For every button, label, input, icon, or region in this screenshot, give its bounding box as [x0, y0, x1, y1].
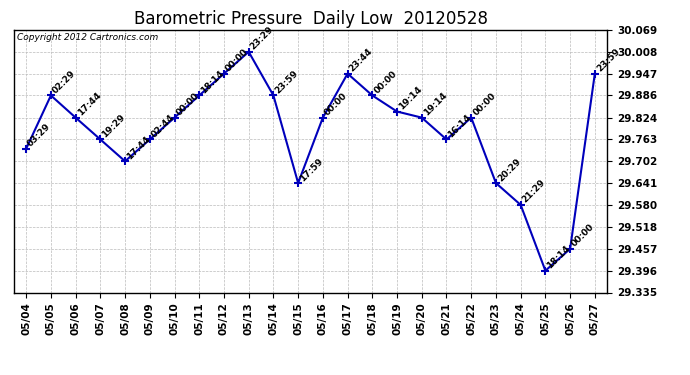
- Text: 02:44: 02:44: [150, 113, 177, 140]
- Text: Copyright 2012 Cartronics.com: Copyright 2012 Cartronics.com: [17, 33, 158, 42]
- Text: 03:29: 03:29: [26, 122, 52, 149]
- Text: 18:14: 18:14: [545, 244, 572, 271]
- Text: 20:29: 20:29: [496, 156, 522, 183]
- Text: 17:44: 17:44: [125, 134, 152, 161]
- Text: 19:29: 19:29: [100, 112, 127, 140]
- Text: 23:29: 23:29: [248, 25, 275, 52]
- Text: 19:14: 19:14: [422, 91, 448, 118]
- Title: Barometric Pressure  Daily Low  20120528: Barometric Pressure Daily Low 20120528: [133, 10, 488, 28]
- Text: 00:00: 00:00: [373, 69, 399, 96]
- Text: 17:44: 17:44: [76, 91, 103, 118]
- Text: 00:00: 00:00: [471, 92, 497, 118]
- Text: 23:59: 23:59: [273, 69, 300, 96]
- Text: 18:14: 18:14: [199, 69, 226, 96]
- Text: 00:00: 00:00: [323, 92, 349, 118]
- Text: 02:29: 02:29: [51, 69, 77, 96]
- Text: 00:00: 00:00: [175, 92, 201, 118]
- Text: 00:00: 00:00: [570, 223, 596, 249]
- Text: 23:44: 23:44: [348, 47, 375, 74]
- Text: 21:29: 21:29: [521, 178, 547, 205]
- Text: 17:59: 17:59: [298, 156, 325, 183]
- Text: 19:14: 19:14: [397, 85, 424, 111]
- Text: 16:14: 16:14: [446, 113, 473, 140]
- Text: 00:00: 00:00: [224, 47, 250, 74]
- Text: 23:59: 23:59: [595, 47, 622, 74]
